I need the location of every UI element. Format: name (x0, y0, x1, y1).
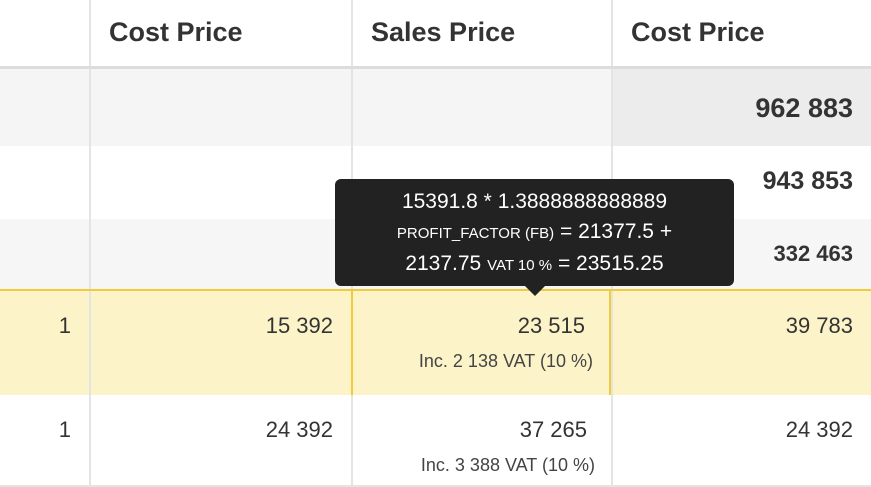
total-empty-0 (0, 69, 89, 146)
sub1-empty-0 (0, 146, 89, 219)
row2-sales-price-cell[interactable]: 37 265 Inc. 3 388 VAT (10 %) (351, 395, 611, 485)
sub1-empty-1 (89, 146, 351, 219)
row2-qty: 1 (58, 417, 71, 442)
grand-total-value: 962 883 (611, 69, 871, 146)
total-empty-2 (351, 69, 611, 146)
price-calculation-tooltip: 15391.8 * 1.3888888888889 PROFIT_FACTOR … (335, 179, 734, 296)
row2-vat-note: Inc. 3 388 VAT (10 %) (420, 455, 595, 475)
header-qty-cell (0, 0, 89, 66)
row2-sales-price[interactable]: 37 265 (519, 417, 587, 442)
tooltip-line-3: 2137.75 VAT 10 % = 23515.25 (335, 249, 734, 281)
row1-cost-price-2[interactable]: 39 783 (611, 291, 871, 397)
total-empty-1 (89, 69, 351, 146)
row1-cost-price[interactable]: 15 392 (89, 291, 351, 397)
table-row-selected[interactable]: 1 15 392 23 515 Inc. 2 138 VAT (10 %) 39… (0, 289, 871, 399)
total-row: 962 883 (0, 69, 871, 148)
tooltip-line-3-start: 2137.75 (405, 252, 488, 275)
table-row[interactable]: 1 24 392 37 265 Inc. 3 388 VAT (10 %) 24… (0, 395, 871, 487)
row2-cost-price-2[interactable]: 24 392 (611, 395, 871, 485)
row1-sales-price-cell[interactable]: 23 515 Inc. 2 138 VAT (10 %) (351, 289, 611, 399)
tooltip-vat-label: VAT 10 % (487, 257, 553, 274)
row1-sales-price[interactable]: 23 515 (517, 313, 585, 338)
table-header-row: Cost Price Sales Price Cost Price (0, 0, 871, 69)
header-cost-price-2[interactable]: Cost Price (611, 0, 871, 66)
row2-cost-price[interactable]: 24 392 (89, 395, 351, 485)
tooltip-factor-label: PROFIT_FACTOR (FB) (396, 225, 555, 242)
subtotal-1-value: 943 853 (611, 146, 871, 219)
tooltip-arrow (525, 286, 545, 296)
tooltip-line-2: PROFIT_FACTOR (FB) = 21377.5 + (335, 217, 734, 249)
tooltip-line-1: 15391.8 * 1.3888888888889 (401, 190, 668, 213)
row1-qty: 1 (58, 313, 71, 338)
row1-vat-note: Inc. 2 138 VAT (10 %) (418, 351, 593, 371)
tooltip-line-2-rest: = 21377.5 + (554, 220, 673, 243)
header-sales-price[interactable]: Sales Price (351, 0, 611, 66)
sub2-empty-0 (0, 219, 89, 289)
sub2-empty-1 (89, 219, 351, 289)
header-cost-price[interactable]: Cost Price (89, 0, 351, 66)
tooltip-line-3-rest: = 23515.25 (552, 252, 664, 275)
